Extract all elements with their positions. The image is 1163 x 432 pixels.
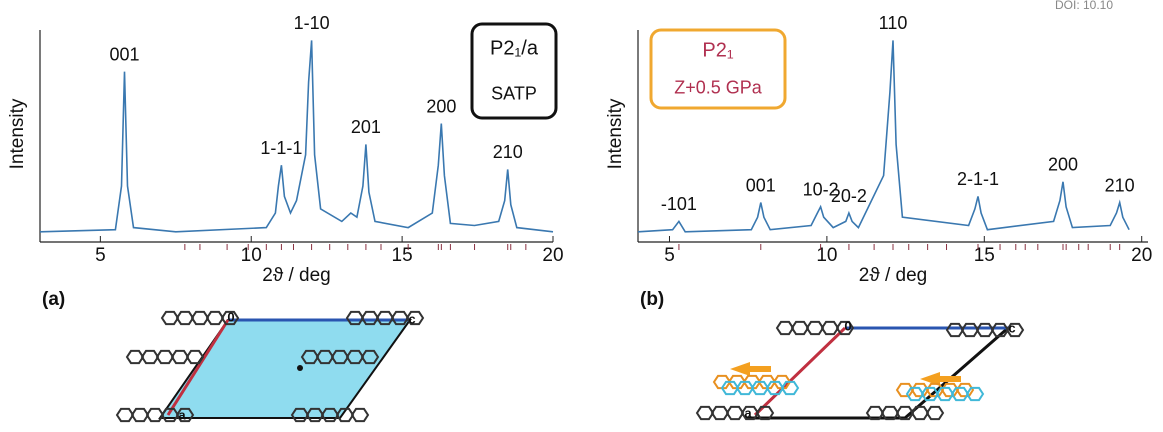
- phase-label: P2₁: [702, 39, 733, 61]
- molecule-ring: [117, 409, 133, 421]
- x-tick-label: 5: [95, 245, 106, 266]
- molecule-ring: [142, 351, 158, 363]
- peak-label: 210: [1105, 175, 1135, 195]
- y-axis-label: Intensity: [605, 98, 626, 169]
- panel-label: (b): [640, 289, 664, 310]
- x-tick-label: 5: [664, 245, 675, 266]
- molecule-ring: [977, 324, 993, 336]
- x-tick-label: 20: [542, 245, 563, 266]
- molecule-ring: [822, 322, 838, 334]
- condition-label: Z+0.5 GPa: [674, 77, 763, 97]
- molecule-ring: [912, 407, 928, 419]
- structure-a: [160, 320, 410, 418]
- peak-label: 001: [109, 44, 139, 64]
- peak-label: 2-1-1: [957, 169, 999, 189]
- pattern-line: [638, 40, 1129, 231]
- peak-label: 200: [1048, 155, 1078, 175]
- x-tick-label: 10: [816, 245, 837, 266]
- cell-axis-label: a: [178, 407, 186, 422]
- molecule-ring: [352, 409, 368, 421]
- molecule-ring: [177, 312, 193, 324]
- cell-axis-label: 0: [227, 309, 234, 324]
- peak-label: 1-1-1: [260, 138, 302, 158]
- peak-label: 210: [493, 142, 523, 162]
- cell-axis-label: 0: [844, 318, 851, 333]
- molecule-ring: [132, 409, 148, 421]
- peak-label: 001: [746, 175, 776, 195]
- pattern-line: [40, 40, 553, 231]
- peak-label: 1-10: [294, 13, 330, 33]
- x-tick-label: 15: [974, 245, 995, 266]
- molecule-ring: [127, 351, 143, 363]
- molecule-ring: [927, 407, 943, 419]
- molecule-ring: [712, 407, 728, 419]
- figure: DOI: 10.10 51015202ϑ / degIntensity(a)00…: [0, 0, 1163, 432]
- molecule-ring: [792, 322, 808, 334]
- molecule-ring: [187, 351, 203, 363]
- x-axis-label: 2ϑ / deg: [859, 265, 928, 286]
- structure-b: [730, 328, 1008, 418]
- arrow: [730, 362, 750, 376]
- panel-label: (a): [42, 289, 65, 310]
- molecule-ring: [962, 324, 978, 336]
- peak-label: 20-2: [831, 186, 867, 206]
- peak-label: 200: [426, 96, 456, 116]
- peak-label: 110: [879, 13, 908, 33]
- molecule-ring: [157, 351, 173, 363]
- molecule-ring: [697, 407, 713, 419]
- condition-label: SATP: [491, 83, 537, 103]
- peak-label: 201: [351, 117, 381, 137]
- arrow: [749, 366, 771, 372]
- x-tick-label: 15: [392, 245, 413, 266]
- molecule-ring: [727, 407, 743, 419]
- cell-axis-label: c: [408, 311, 415, 326]
- unit-cell: [745, 328, 1008, 418]
- inversion-center: [297, 365, 303, 371]
- x-tick-label: 10: [241, 245, 262, 266]
- cell-axis-label: a: [744, 405, 752, 420]
- x-tick-label: 20: [1131, 245, 1152, 266]
- peak-label: -101: [661, 194, 697, 214]
- x-axis-label: 2ϑ / deg: [262, 265, 331, 286]
- molecule-ring: [947, 324, 963, 336]
- phase-label: P2₁/a: [490, 38, 539, 60]
- molecule-ring: [207, 312, 223, 324]
- molecule-ring: [777, 322, 793, 334]
- molecule-ring: [807, 322, 823, 334]
- cell-axis-label: c: [1008, 320, 1015, 335]
- molecule-ring: [147, 409, 163, 421]
- molecule-ring: [172, 351, 188, 363]
- molecule-ring: [162, 312, 178, 324]
- y-axis-label: Intensity: [7, 98, 28, 169]
- arrow: [939, 376, 961, 382]
- doi: DOI: 10.10: [1055, 0, 1113, 12]
- molecule-ring: [192, 312, 208, 324]
